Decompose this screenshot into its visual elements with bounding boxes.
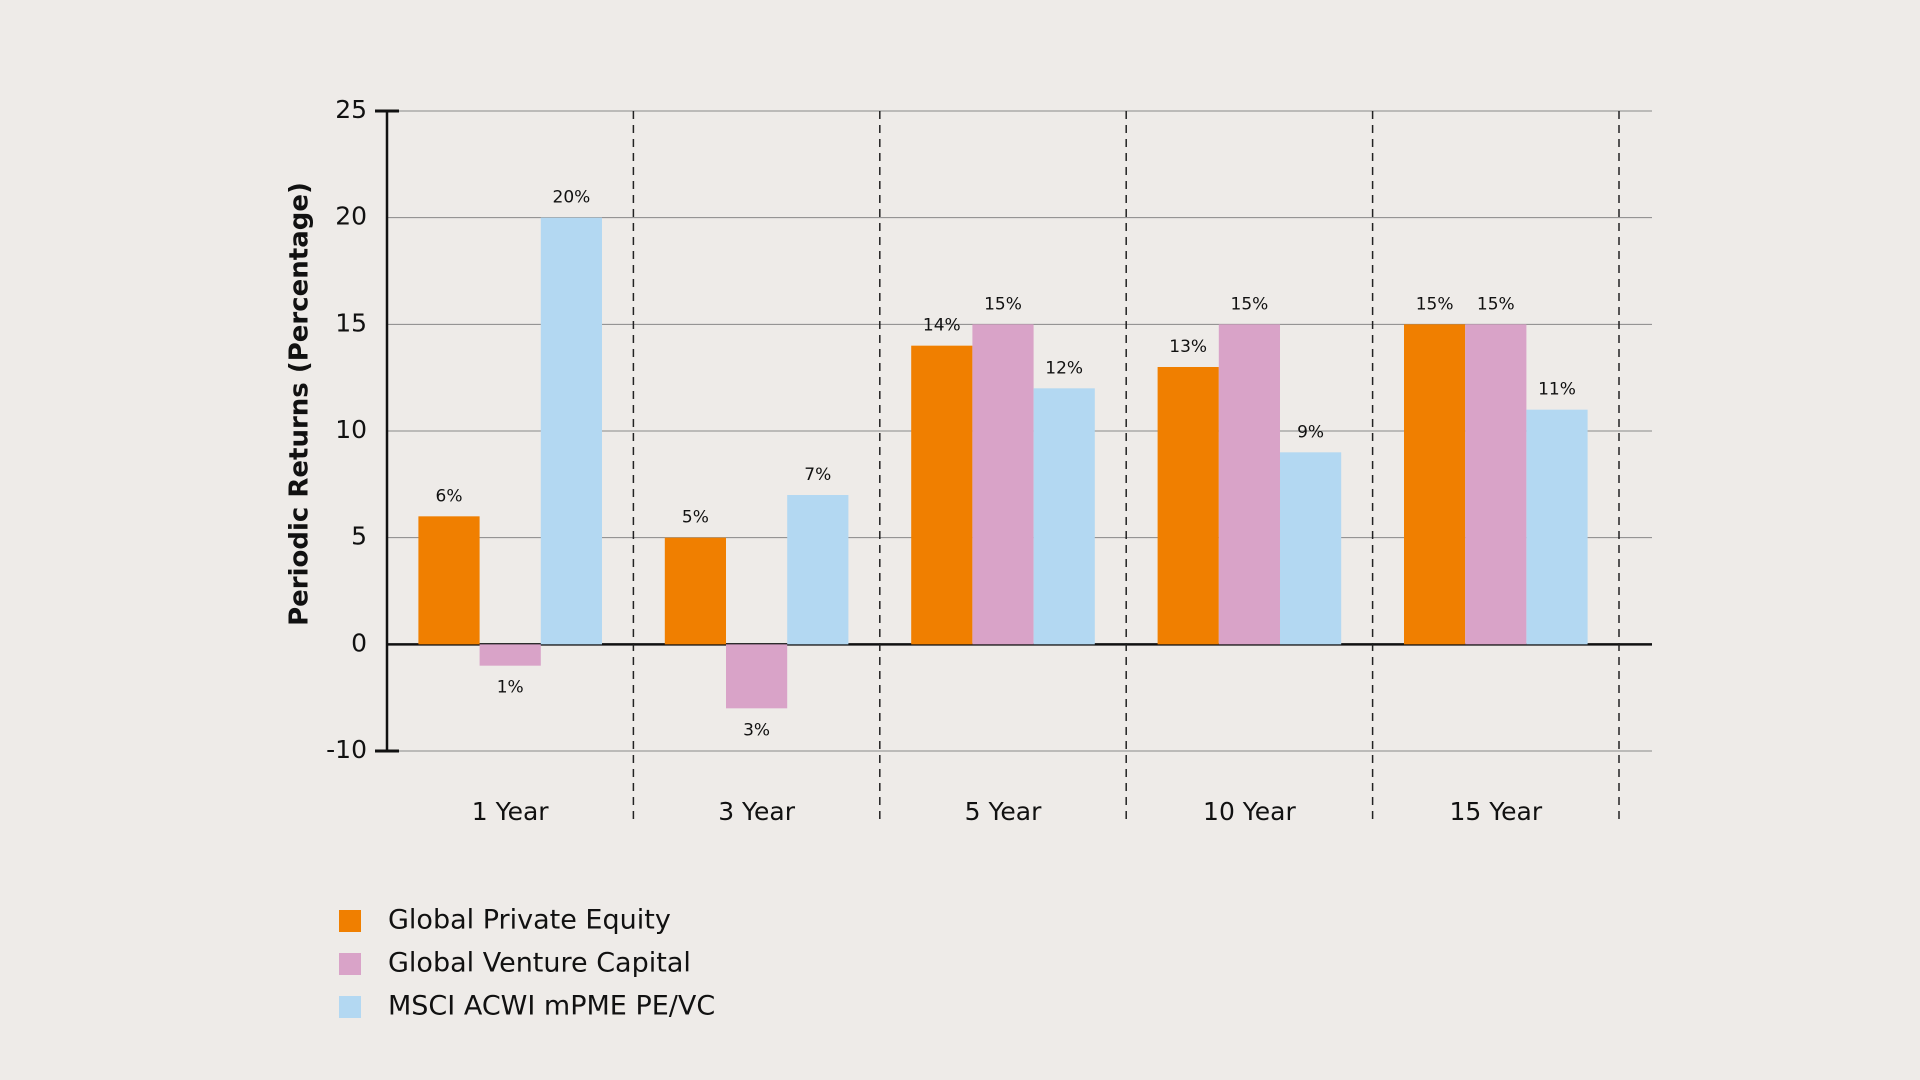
bar <box>1404 324 1466 645</box>
value-label: 11% <box>1538 380 1576 400</box>
value-label: 15% <box>1231 294 1269 314</box>
bar <box>787 495 849 645</box>
value-label: 15% <box>984 294 1022 314</box>
bar <box>911 345 973 645</box>
x-tick-label: 15 Year <box>1449 797 1542 826</box>
bar <box>1280 452 1342 645</box>
bar <box>1033 388 1095 645</box>
y-tick-label: 15 <box>335 308 367 337</box>
bar <box>418 516 480 645</box>
legend-swatch <box>339 953 361 975</box>
legend-label: Global Private Equity <box>388 905 671 936</box>
value-label: 12% <box>1045 358 1083 378</box>
y-axis-label: Periodic Returns (Percentage) <box>285 182 315 626</box>
value-label: 13% <box>1169 337 1207 357</box>
x-tick-label: 5 Year <box>965 797 1043 826</box>
value-label: 6% <box>436 486 463 506</box>
y-tick-label: 10 <box>335 415 367 444</box>
bar <box>726 644 788 709</box>
bar <box>664 537 726 645</box>
y-tick-label: 25 <box>335 95 367 124</box>
value-label: 14% <box>923 316 961 336</box>
value-label: 15% <box>1477 294 1515 314</box>
y-tick-label: -10 <box>326 735 367 764</box>
bar <box>972 324 1034 645</box>
value-label: 9% <box>1297 422 1324 442</box>
x-tick-label: 3 Year <box>718 797 796 826</box>
value-label: 15% <box>1416 294 1454 314</box>
y-tick-label: 0 <box>351 628 367 657</box>
x-tick-label: 1 Year <box>472 797 550 826</box>
value-label: 5% <box>682 508 709 528</box>
bar <box>540 217 602 645</box>
legend-swatch <box>339 910 361 932</box>
bar <box>1218 324 1280 645</box>
bar <box>1157 367 1219 645</box>
legend-label: MSCI ACWI mPME PE/VC <box>388 991 715 1022</box>
value-label: 3% <box>743 720 770 740</box>
legend-swatch <box>339 996 361 1018</box>
y-tick-label: 5 <box>351 522 367 551</box>
value-label: 1% <box>497 678 524 698</box>
legend-label: Global Venture Capital <box>388 948 691 979</box>
value-label: 7% <box>804 465 831 485</box>
x-tick-label: 10 Year <box>1203 797 1296 826</box>
bar <box>1465 324 1527 645</box>
bar <box>1526 409 1588 645</box>
bar <box>479 644 541 666</box>
y-tick-label: 20 <box>335 202 367 231</box>
value-label: 20% <box>553 188 591 208</box>
